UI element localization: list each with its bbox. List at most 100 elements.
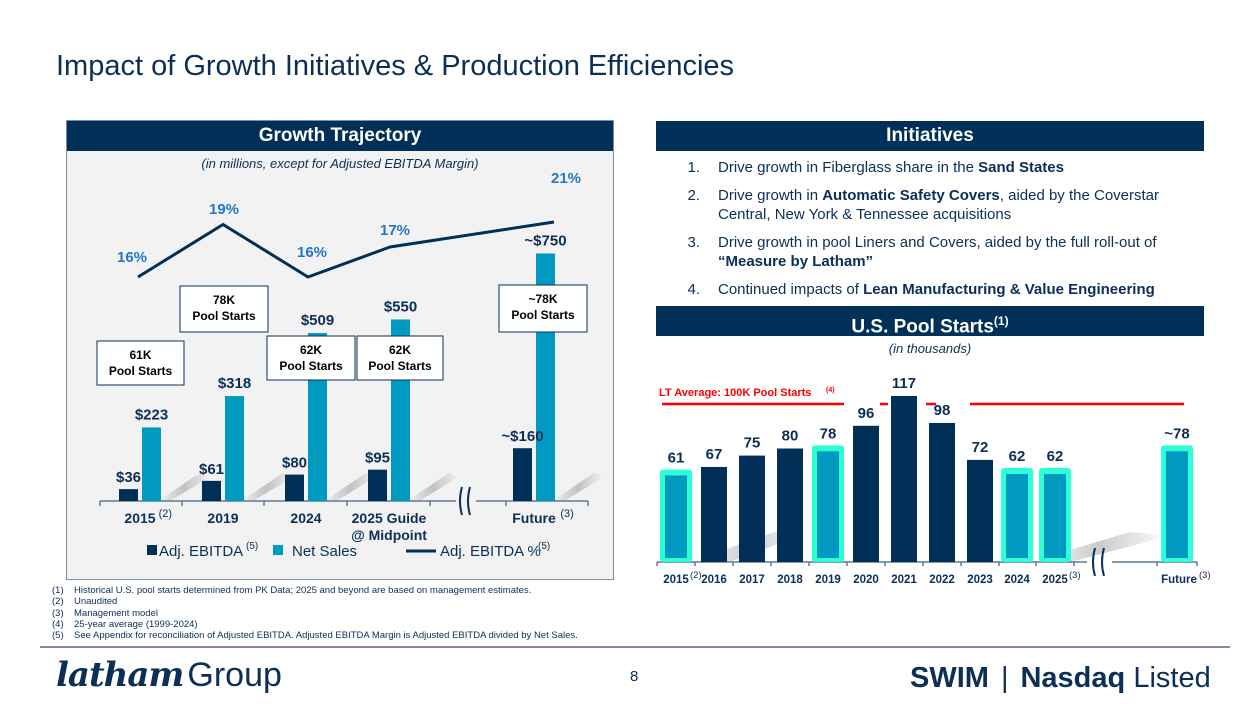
initiative-item: 1. Drive growth in Fiberglass share in th… — [656, 158, 1204, 177]
category-label-line: 2019 — [207, 510, 238, 526]
pool-starts-subtitle: (in thousands) — [888, 341, 972, 356]
category-superscript: (2) — [690, 570, 702, 581]
category-superscript: (2) — [159, 508, 172, 520]
pool-starts-bar — [701, 466, 727, 562]
logo-script: latham — [56, 655, 184, 695]
legend-label-adj-ebitda: Adj. EBITDA — [159, 543, 243, 560]
pool-starts-annotation-value: 62K — [389, 343, 411, 357]
net-sales-bar — [225, 396, 244, 501]
category-superscript: (3) — [560, 508, 573, 520]
legend-label-net-sales: Net Sales — [292, 543, 357, 560]
category-label: 2015 — [124, 510, 155, 526]
initiative-emphasis: Lean Manufacturing & Value Engineering — [863, 281, 1155, 298]
category-label: 2021 — [891, 574, 917, 586]
footnote-text: See Appendix for reconciliation of Adjus… — [74, 630, 578, 642]
initiative-text-part: Drive growth in Fiberglass share in the — [718, 159, 979, 176]
pool-starts-bar-highlighted — [1166, 451, 1188, 558]
adj-ebitda-pct-label: 17% — [380, 222, 410, 239]
adj-ebitda-label: $61 — [199, 461, 224, 478]
initiative-text-part: Drive growth in — [718, 187, 823, 204]
category-label-line: Future — [512, 510, 556, 526]
page-title: Impact of Growth Initiatives & Productio… — [56, 50, 735, 82]
net-sales-label: $550 — [384, 299, 417, 316]
pool-starts-value-label: ~78 — [1164, 425, 1189, 442]
initiative-emphasis: Automatic Safety Covers — [822, 187, 1000, 204]
page-number: 8 — [630, 668, 639, 685]
pool-starts-annotation-value: ~78K — [528, 292, 557, 306]
pool-starts-annotation-label: Pool Starts — [192, 309, 256, 323]
category-superscript: (3) — [1199, 570, 1210, 581]
pool-starts-title-superscript: (1) — [993, 314, 1009, 328]
footnote: (3) Management model — [52, 608, 578, 619]
pool-starts-bar — [967, 459, 993, 562]
footnote-number: (3) — [52, 607, 64, 619]
bar-shadow — [552, 473, 604, 501]
footer-divider — [40, 646, 1230, 648]
bar-shadow — [158, 473, 210, 501]
footnote-number: (2) — [52, 596, 64, 608]
category-label: 2017 — [739, 574, 765, 586]
adj-ebitda-label: $36 — [116, 469, 141, 486]
pool-starts-value-label: 67 — [706, 446, 723, 463]
pool-starts-value-label: 61 — [668, 449, 685, 466]
initiative-item: 4. Continued impacts of Lean Manufacturin… — [656, 280, 1204, 299]
category-label: 2016 — [701, 574, 727, 586]
initiative-text: Drive growth in Fiberglass share in the … — [718, 158, 1064, 177]
pool-starts-bar-highlighted — [817, 451, 839, 558]
pool-starts-annotation-label: Pool Starts — [368, 359, 432, 373]
adj-ebitda-bar — [513, 448, 532, 501]
bar-shadow — [241, 473, 293, 501]
initiative-text-part: , aided by the Coverstar Central, New Yo… — [718, 187, 1160, 223]
pool-starts-annotation-box — [266, 335, 356, 381]
category-label: 2015 — [663, 574, 689, 586]
axis-break-icon — [459, 486, 471, 516]
category-label: 2024 — [290, 510, 321, 526]
category-label: 2019 — [207, 510, 238, 526]
pool-starts-title: U.S. Pool Starts — [851, 316, 994, 338]
adj-ebitda-pct-label: 16% — [297, 244, 327, 261]
category-label: Future — [1161, 574, 1197, 586]
pool-starts-bar — [891, 396, 917, 562]
initiative-emphasis: “Measure by Latham” — [718, 253, 874, 270]
initiative-text-part: Drive growth in pool Liners and Covers, … — [718, 234, 1157, 251]
ticker-label: SWIM | Nasdaq Listed — [910, 662, 1211, 695]
footnote: (2) Unaudited — [52, 596, 578, 607]
adj-ebitda-bar — [119, 489, 138, 501]
bar-shadow — [407, 473, 459, 501]
category-label-line: 2015 — [124, 510, 155, 526]
adj-ebitda-pct-line — [137, 220, 555, 279]
category-label: Future — [512, 510, 556, 526]
exchange-listed: Listed — [1133, 662, 1211, 694]
legend-superscript: (5) — [538, 541, 550, 552]
pool-starts-bar — [929, 422, 955, 562]
pool-starts-annotation-value: 61K — [129, 348, 151, 362]
footnote-number: (5) — [52, 630, 64, 642]
category-label: 2018 — [777, 574, 803, 586]
latham-group-logo: latham Group — [56, 655, 282, 695]
pool-starts-bar-highlighted — [665, 475, 687, 558]
net-sales-label: $223 — [135, 406, 168, 423]
footnotes: (1) Historical U.S. pool starts determine… — [52, 585, 578, 641]
initiative-number: 4. — [687, 281, 700, 298]
pool-starts-annotation-value: 62K — [300, 343, 322, 357]
category-label: 2025 Guide @ Midpoint — [351, 510, 427, 543]
growth-trajectory-header: Growth Trajectory — [67, 121, 613, 151]
initiative-text: Continued impacts of Lean Manufacturing … — [718, 280, 1155, 299]
pool-starts-annotation-box — [96, 340, 185, 386]
category-label: 2024 — [1004, 574, 1030, 586]
growth-trajectory-chart: $36 $223 2015 (2) $61 $318 2019 $80 $509 2024 $95 $… — [96, 170, 604, 560]
initiative-number: 3. — [687, 234, 700, 251]
adj-ebitda-bar — [202, 480, 221, 501]
axis-break-icon — [1092, 547, 1105, 577]
category-label: 2025 — [1042, 574, 1068, 586]
category-label-line: 2024 — [290, 510, 321, 526]
net-sales-label: $509 — [301, 312, 334, 329]
footnote-text: 25-year average (1999-2024) — [74, 618, 198, 630]
pool-starts-bar-highlighted — [1006, 474, 1028, 558]
initiative-number: 1. — [687, 159, 700, 176]
adj-ebitda-pct-label: 19% — [209, 201, 239, 218]
footnote-number: (4) — [52, 618, 64, 630]
category-label: 2019 — [815, 574, 841, 586]
pool-starts-annotation-box — [356, 335, 444, 381]
initiatives-header: Initiatives — [656, 121, 1204, 151]
